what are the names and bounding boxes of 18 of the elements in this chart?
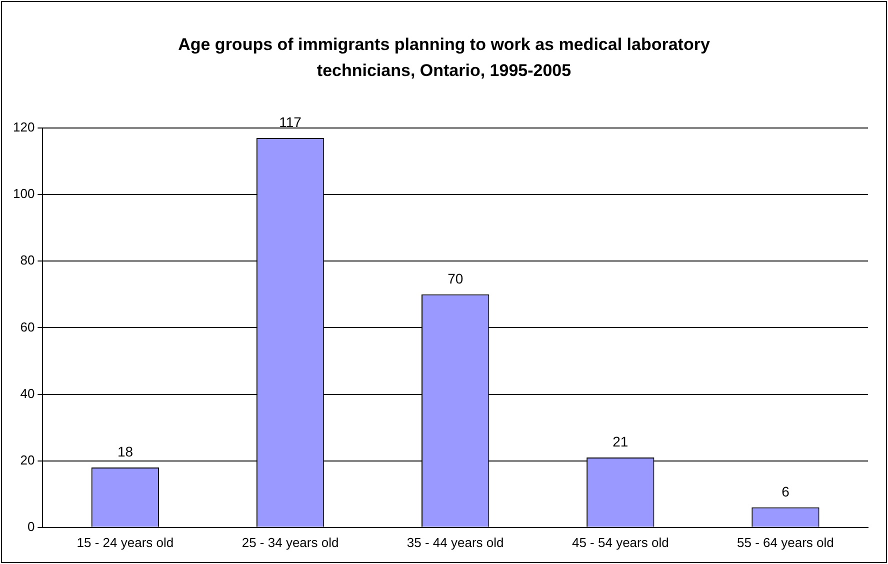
- x-tick-label: 45 - 54 years old: [572, 534, 669, 550]
- x-tick-label: 35 - 44 years old: [406, 534, 504, 550]
- x-tick-label: 15 - 24 years old: [76, 534, 174, 550]
- data-label: 117: [279, 114, 302, 130]
- data-label: 70: [448, 270, 464, 286]
- y-tick-label: 100: [12, 186, 35, 202]
- chart-title: Age groups of immigrants planning to work as medical laboratory technicians, Ontario, 1995-2005: [177, 34, 711, 82]
- y-tick-label: 120: [12, 120, 35, 135]
- x-tick-label: 25 - 34 years old: [242, 534, 339, 550]
- x-tick-label: 55 - 64 years old: [737, 534, 834, 550]
- y-tick-label: 60: [20, 319, 35, 334]
- data-label: 6: [782, 483, 790, 500]
- data-label: 21: [612, 433, 628, 450]
- y-tick-label: 40: [20, 386, 35, 401]
- y-tick-label: 80: [20, 252, 35, 268]
- data-label: 18: [117, 443, 134, 460]
- y-tick-label: 20: [20, 452, 35, 468]
- y-tick-label: 0: [27, 518, 35, 534]
